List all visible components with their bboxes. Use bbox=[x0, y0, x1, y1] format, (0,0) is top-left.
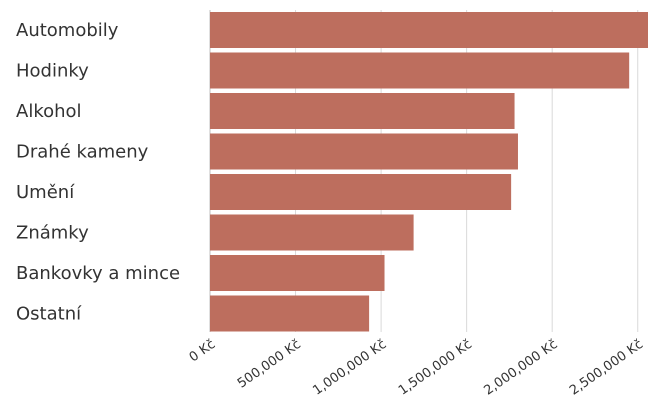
x-axis-tick-labels: 0 Kč 500,000 Kč 1,000,000 Kč 1,500,000 Kč 2,… bbox=[187, 337, 646, 399]
category-label: Ostatní bbox=[16, 304, 82, 325]
x-tick-label: 1,500,000 Kč bbox=[396, 337, 475, 399]
x-tick-label: 500,000 Kč bbox=[235, 337, 304, 391]
bar bbox=[210, 255, 385, 291]
bar bbox=[210, 174, 512, 210]
category-label: Známky bbox=[16, 223, 89, 244]
x-tick-label: 2,000,000 Kč bbox=[481, 337, 560, 399]
bar bbox=[210, 52, 630, 89]
category-labels: Automobily Hodinky Alkohol Drahé kameny Uměn… bbox=[16, 20, 180, 325]
category-label: Automobily bbox=[16, 20, 119, 41]
category-label: Umění bbox=[16, 182, 75, 203]
bar bbox=[210, 12, 648, 48]
category-label: Alkohol bbox=[16, 101, 82, 122]
bar bbox=[210, 133, 518, 170]
bars bbox=[210, 12, 648, 332]
x-tick-label: 2,500,000 Kč bbox=[567, 337, 646, 399]
bar bbox=[210, 295, 370, 332]
category-label: Bankovky a mince bbox=[16, 263, 180, 284]
bar bbox=[210, 93, 515, 129]
category-label: Drahé kameny bbox=[16, 142, 149, 163]
category-label: Hodinky bbox=[16, 61, 89, 82]
x-tick-label: 1,000,000 Kč bbox=[310, 337, 389, 399]
bar bbox=[210, 214, 414, 251]
x-tick-label: 0 Kč bbox=[187, 337, 219, 365]
